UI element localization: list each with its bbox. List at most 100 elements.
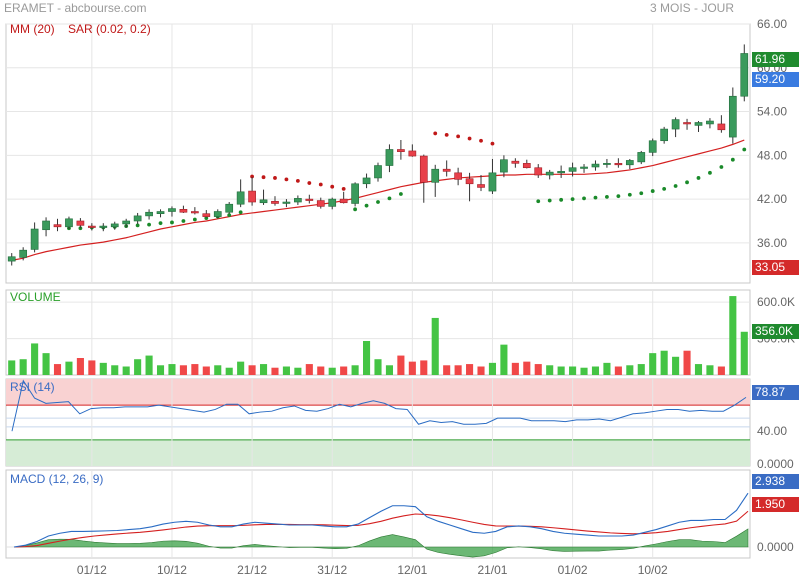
candle-body xyxy=(385,149,394,166)
sar-dot xyxy=(330,184,335,189)
candle-body xyxy=(625,160,634,166)
sar-dot xyxy=(650,189,655,193)
volume-bar xyxy=(706,365,714,375)
candle-body xyxy=(591,163,600,168)
candle-body xyxy=(87,225,96,228)
sar-dot xyxy=(318,182,323,187)
macd-value-tag: 2.938 xyxy=(755,474,785,488)
price-tick-label: 66.00 xyxy=(757,17,787,31)
macd-histogram xyxy=(13,528,749,558)
volume-bar xyxy=(397,355,405,375)
sar-dot xyxy=(250,174,254,179)
volume-value-tag-bg xyxy=(752,324,799,339)
volume-bar xyxy=(340,366,348,375)
volume-bar xyxy=(523,361,531,375)
candle-body xyxy=(133,215,142,222)
ma-line xyxy=(11,139,745,261)
sar-dot xyxy=(147,222,151,227)
volume-bar xyxy=(88,360,96,375)
candle-body xyxy=(316,200,325,207)
x-tick-label: 21/01 xyxy=(477,563,507,577)
candle-body xyxy=(294,198,302,203)
candle-body xyxy=(362,177,371,185)
candle-body xyxy=(648,140,657,153)
sar-dot xyxy=(158,221,163,226)
candle-body xyxy=(580,166,588,169)
candle-body xyxy=(671,119,680,130)
macd-tick-label: 0.0000 xyxy=(757,540,794,554)
candle-body xyxy=(191,211,199,214)
volume-bar xyxy=(557,366,565,375)
sar-dot xyxy=(238,210,243,215)
signal-value-tag: 1.950 xyxy=(755,497,785,511)
volume-bar xyxy=(569,366,577,375)
volume-bar xyxy=(717,366,725,375)
volume-bar xyxy=(614,366,622,375)
volume-bar xyxy=(122,366,130,375)
candle-body xyxy=(614,163,623,166)
candle-body xyxy=(328,198,337,207)
sar-dot xyxy=(204,216,209,220)
candle-body xyxy=(168,208,176,212)
last-close-tag: 61.96 xyxy=(755,52,785,66)
candle-body xyxy=(728,95,737,138)
sar-dot xyxy=(398,192,403,196)
sar-dot xyxy=(582,196,586,201)
candle-body xyxy=(248,190,256,203)
candle-body xyxy=(488,172,497,192)
sar-dot xyxy=(673,184,678,188)
volume-bar xyxy=(305,364,313,375)
ma-value-tag: 59.20 xyxy=(755,72,785,86)
price-tick-label: 48.00 xyxy=(757,148,787,162)
volume-bar xyxy=(8,360,16,375)
volume-bar xyxy=(649,353,657,375)
rsi-oversold-zone xyxy=(6,439,750,466)
volume-bar xyxy=(76,358,84,375)
volume-bar xyxy=(317,366,325,375)
price-tick-label: 42.00 xyxy=(757,192,787,206)
candle-body xyxy=(259,199,268,204)
volume-bar xyxy=(454,365,462,375)
volume-bar xyxy=(271,367,279,375)
sar-dot xyxy=(376,200,380,204)
x-tick-label: 21/12 xyxy=(237,563,267,577)
candle-body xyxy=(442,168,451,172)
sar-dot xyxy=(387,196,392,201)
candle-body xyxy=(545,171,554,176)
candle-body xyxy=(99,225,108,228)
candle-body xyxy=(637,152,646,163)
sar-dot xyxy=(467,136,472,141)
candle-body xyxy=(717,123,726,131)
candle-body xyxy=(500,159,508,173)
volume-bar xyxy=(626,365,634,375)
x-tick-label: 01/12 xyxy=(77,563,107,577)
sar-dot xyxy=(479,138,483,143)
candle-body xyxy=(557,171,565,174)
candle-body xyxy=(282,201,291,204)
volume-bar xyxy=(191,364,199,375)
period-label[interactable]: 3 MOIS - JOUR xyxy=(649,1,734,15)
volume-bar xyxy=(740,331,748,375)
volume-bar xyxy=(374,359,382,375)
signal-value-tag-bg xyxy=(752,497,799,512)
candle-body xyxy=(660,128,669,142)
volume-bar xyxy=(351,365,359,375)
volume-bar xyxy=(500,344,508,375)
candle-body xyxy=(110,223,119,228)
candle-body xyxy=(351,183,359,204)
sar-dot xyxy=(353,207,358,212)
candle-body xyxy=(568,167,577,172)
volume-bar xyxy=(237,361,245,375)
sar-dot xyxy=(639,191,644,196)
volume-bar xyxy=(179,365,187,375)
rsi-value-tag: 78.87 xyxy=(755,385,785,399)
sar-dot xyxy=(261,175,266,180)
x-tick-label: 10/12 xyxy=(157,563,187,577)
sar-dot xyxy=(708,170,712,175)
volume-bar xyxy=(225,367,233,375)
sar-dot xyxy=(192,217,197,222)
candle-body xyxy=(694,122,703,126)
price-tick-label: 54.00 xyxy=(757,105,787,119)
macd-value-tag-bg xyxy=(752,474,799,489)
rsi-line xyxy=(11,379,747,432)
